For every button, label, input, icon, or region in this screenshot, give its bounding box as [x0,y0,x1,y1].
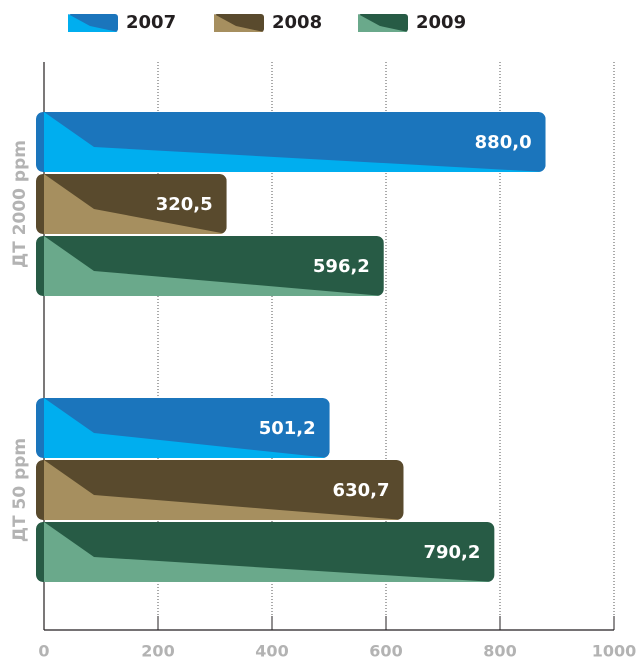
bar-shade [44,112,546,172]
x-tick-label: 800 [483,642,516,661]
legend-label: 2007 [126,12,176,33]
value-label: 501,2 [259,418,316,439]
legend-swatch-shade [68,14,118,32]
x-tick-label: 200 [141,642,174,661]
category-label: ДТ 2000 ppm [10,140,30,268]
bar-shade [44,460,404,520]
value-label: 596,2 [313,256,370,277]
value-label: 880,0 [475,132,532,153]
bar-shade [44,398,330,458]
value-label: 320,5 [156,194,213,215]
legend-label: 2008 [272,12,322,33]
x-tick-label: 0 [38,642,49,661]
value-label: 790,2 [423,542,480,563]
bar-shade [44,174,227,234]
x-tick-label: 400 [255,642,288,661]
bar-shade [44,522,495,582]
x-tick-label: 1000 [592,642,637,661]
x-tick-label: 600 [369,642,402,661]
legend-swatch-shade [214,14,264,32]
bar-shade [44,236,384,296]
value-label: 630,7 [333,480,390,501]
legend-swatch-shade [358,14,408,32]
legend-label: 2009 [416,12,466,33]
category-label: ДТ 50 ppm [10,438,30,542]
